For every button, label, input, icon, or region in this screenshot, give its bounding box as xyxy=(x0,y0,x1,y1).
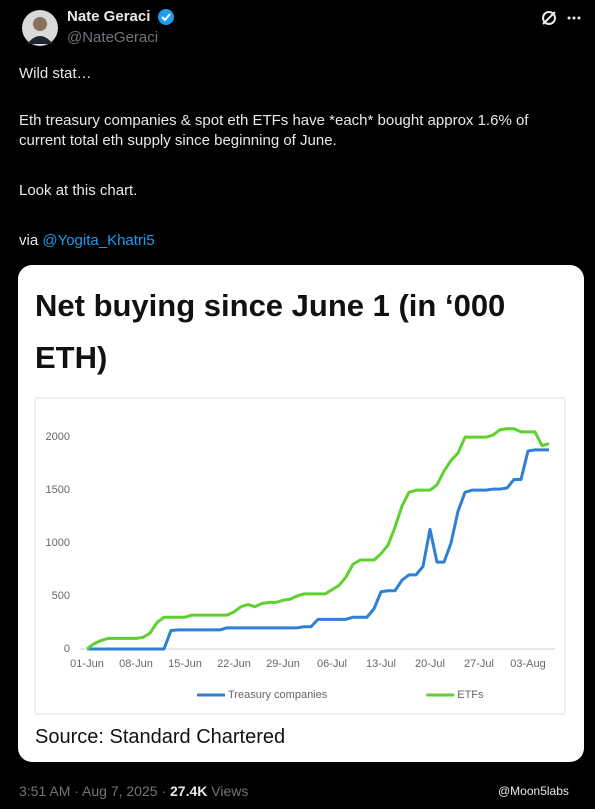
y-tick-label: 500 xyxy=(52,590,70,602)
y-tick-label: 0 xyxy=(64,643,70,655)
tweet-text: Wild stat… xyxy=(19,65,92,82)
x-tick-label: 03-Aug xyxy=(510,658,545,670)
view-count: 27.4K xyxy=(170,783,208,799)
data-line xyxy=(86,427,550,651)
author-handle[interactable]: @NateGeraci xyxy=(67,29,159,46)
x-tick-label: 08-Jun xyxy=(119,658,153,670)
watermark: @Moon5labs xyxy=(498,784,569,798)
x-tick-label: 15-Jun xyxy=(168,658,202,670)
chart-card[interactable] xyxy=(18,265,584,762)
timestamp: 3:51 AM · Aug 7, 2025 · xyxy=(19,783,167,799)
y-tick-label: 1500 xyxy=(46,484,70,496)
x-tick-label: 01-Jun xyxy=(70,658,104,670)
y-tick-label: 1000 xyxy=(46,537,70,549)
x-tick-label: 27-Jul xyxy=(464,658,494,670)
x-tick-label: 22-Jun xyxy=(217,658,251,670)
via-text: via xyxy=(19,232,39,249)
y-tick-label: 2000 xyxy=(46,431,70,443)
mention-link[interactable]: @Yogita_Khatri5 xyxy=(42,232,155,249)
tweet-text: Look at this chart. xyxy=(19,182,138,199)
plot-frame xyxy=(34,397,566,715)
x-tick-label: 06-Jul xyxy=(317,658,347,670)
tweet-actions[interactable] xyxy=(540,9,584,27)
x-tick-label: 29-Jun xyxy=(266,658,300,670)
x-tick-label: 13-Jul xyxy=(366,658,396,670)
tweet-footer: 3:51 AM · Aug 7, 2025 · 27.4K Views xyxy=(19,783,248,799)
tweet-via: via @Yogita_Khatri5 xyxy=(19,231,579,251)
x-tick-label: 20-Jul xyxy=(415,658,445,670)
chart-title: Net buying since June 1 (in ‘000 ETH) xyxy=(35,288,506,375)
verified-badge xyxy=(158,9,174,25)
legend-label: Treasury companies xyxy=(228,689,328,701)
tweet-text: Eth treasury companies & spot eth ETFs h… xyxy=(19,112,529,149)
avatar[interactable] xyxy=(22,10,58,46)
author-name[interactable]: Nate Geraci xyxy=(67,8,151,25)
views-label: Views xyxy=(211,783,249,799)
chart-source: Source: Standard Chartered xyxy=(35,726,286,748)
data-line xyxy=(87,448,549,651)
legend-label: ETFs xyxy=(457,689,484,701)
